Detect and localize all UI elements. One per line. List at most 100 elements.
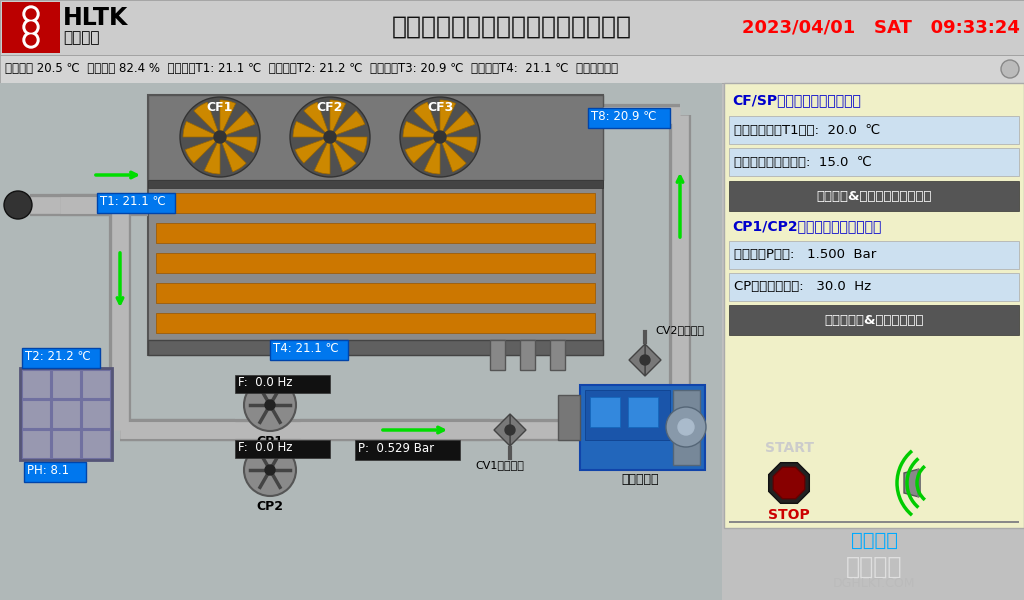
- FancyBboxPatch shape: [52, 400, 81, 429]
- FancyBboxPatch shape: [558, 395, 580, 440]
- Circle shape: [244, 379, 296, 431]
- FancyBboxPatch shape: [918, 469, 921, 497]
- FancyBboxPatch shape: [156, 253, 595, 273]
- Circle shape: [214, 131, 226, 143]
- Wedge shape: [205, 137, 220, 174]
- Wedge shape: [440, 100, 456, 137]
- Text: CP2: CP2: [256, 500, 284, 513]
- Text: P:  0.529 Bar: P: 0.529 Bar: [358, 442, 434, 455]
- FancyBboxPatch shape: [22, 370, 51, 399]
- Text: 智慧节能闭式冷却系统工艺监控界面: 智慧节能闭式冷却系统工艺监控界面: [392, 15, 632, 39]
- Polygon shape: [629, 344, 645, 376]
- Wedge shape: [424, 137, 440, 174]
- Text: CF2: CF2: [316, 101, 343, 114]
- Text: 环境温度 20.5 ℃  环境湿度 82.4 %  供水温度T1: 21.1 ℃  水箱温度T2: 21.2 ℃  回水温度T3: 20.9 ℃  底盆水温T4: 环境温度 20.5 ℃ 环境湿度 82.4 % 供水温度T1: 21.1 ℃ 水…: [5, 62, 618, 76]
- Wedge shape: [220, 100, 236, 137]
- Circle shape: [1001, 60, 1019, 78]
- FancyBboxPatch shape: [729, 305, 1019, 335]
- Text: PH: 8.1: PH: 8.1: [27, 464, 70, 477]
- Wedge shape: [220, 137, 257, 152]
- Wedge shape: [414, 102, 440, 137]
- Text: 2023/04/01   SAT   09:33:24: 2023/04/01 SAT 09:33:24: [742, 18, 1020, 36]
- FancyBboxPatch shape: [520, 340, 535, 370]
- Text: STOP: STOP: [768, 508, 810, 522]
- Wedge shape: [440, 137, 477, 152]
- Wedge shape: [330, 111, 365, 137]
- FancyBboxPatch shape: [729, 148, 1019, 176]
- FancyBboxPatch shape: [550, 340, 565, 370]
- FancyBboxPatch shape: [673, 390, 700, 465]
- Circle shape: [26, 35, 36, 45]
- Polygon shape: [769, 463, 809, 503]
- Circle shape: [26, 9, 36, 19]
- Wedge shape: [314, 137, 330, 174]
- FancyBboxPatch shape: [156, 313, 595, 333]
- Text: 喷淋泵节能温度设定:  15.0  ℃: 喷淋泵节能温度设定: 15.0 ℃: [734, 155, 871, 169]
- Circle shape: [678, 419, 694, 435]
- Text: T1: 21.1 ℃: T1: 21.1 ℃: [100, 195, 166, 208]
- FancyBboxPatch shape: [270, 340, 348, 360]
- Text: T2: 21.2 ℃: T2: 21.2 ℃: [25, 350, 91, 363]
- Circle shape: [180, 97, 260, 177]
- FancyBboxPatch shape: [588, 108, 670, 128]
- Wedge shape: [185, 137, 220, 163]
- Text: F:  0.0 Hz: F: 0.0 Hz: [238, 376, 293, 389]
- Text: CF3: CF3: [427, 101, 454, 114]
- FancyBboxPatch shape: [0, 0, 1024, 55]
- Text: CF1: CF1: [207, 101, 233, 114]
- Wedge shape: [330, 137, 367, 152]
- FancyBboxPatch shape: [82, 400, 111, 429]
- FancyBboxPatch shape: [24, 462, 86, 482]
- FancyBboxPatch shape: [148, 95, 603, 180]
- Circle shape: [640, 355, 650, 365]
- Circle shape: [290, 97, 370, 177]
- Circle shape: [23, 6, 39, 22]
- FancyBboxPatch shape: [729, 521, 1019, 523]
- FancyBboxPatch shape: [234, 440, 330, 458]
- Wedge shape: [183, 121, 220, 137]
- Text: 冷却供水温度T1设定:  20.0  ℃: 冷却供水温度T1设定: 20.0 ℃: [734, 124, 881, 136]
- Text: 供水压力P设定:   1.500  Bar: 供水压力P设定: 1.500 Bar: [734, 248, 877, 262]
- FancyBboxPatch shape: [0, 83, 722, 600]
- Text: 水塔风机&底盆水防冻参数设置: 水塔风机&底盆水防冻参数设置: [816, 190, 932, 202]
- FancyBboxPatch shape: [729, 181, 1019, 211]
- FancyBboxPatch shape: [156, 283, 595, 303]
- Circle shape: [324, 131, 336, 143]
- FancyBboxPatch shape: [22, 348, 100, 368]
- Wedge shape: [194, 102, 220, 137]
- Wedge shape: [330, 137, 356, 172]
- Wedge shape: [330, 100, 346, 137]
- FancyBboxPatch shape: [355, 440, 460, 460]
- Text: CV2电动蝶阀: CV2电动蝶阀: [655, 325, 705, 335]
- FancyBboxPatch shape: [729, 273, 1019, 301]
- FancyBboxPatch shape: [52, 430, 81, 459]
- Text: START: START: [765, 441, 813, 455]
- Circle shape: [265, 400, 275, 410]
- FancyBboxPatch shape: [729, 241, 1019, 269]
- FancyBboxPatch shape: [590, 397, 620, 427]
- Text: T8: 20.9 ℃: T8: 20.9 ℃: [591, 110, 656, 123]
- FancyBboxPatch shape: [234, 375, 330, 393]
- Text: 一键启动: 一键启动: [851, 531, 897, 550]
- Circle shape: [666, 407, 706, 447]
- Text: T4: 21.1 ℃: T4: 21.1 ℃: [273, 342, 339, 355]
- Circle shape: [265, 465, 275, 475]
- FancyBboxPatch shape: [724, 83, 1024, 528]
- FancyBboxPatch shape: [97, 193, 175, 213]
- Text: HLTK: HLTK: [63, 6, 128, 30]
- Polygon shape: [494, 414, 510, 446]
- FancyBboxPatch shape: [156, 223, 595, 243]
- Wedge shape: [440, 137, 466, 172]
- Text: CV1电动蝶阀: CV1电动蝶阀: [475, 460, 524, 470]
- FancyBboxPatch shape: [148, 180, 603, 188]
- Circle shape: [434, 131, 446, 143]
- Wedge shape: [403, 121, 440, 137]
- Circle shape: [23, 32, 39, 48]
- Circle shape: [26, 22, 36, 32]
- Text: F:  0.0 Hz: F: 0.0 Hz: [238, 441, 293, 454]
- Wedge shape: [220, 111, 255, 137]
- Wedge shape: [293, 121, 330, 137]
- Text: DGHLKT.COM: DGHLKT.COM: [833, 577, 915, 590]
- Text: 空压机设备: 空压机设备: [622, 473, 658, 486]
- Wedge shape: [295, 137, 330, 163]
